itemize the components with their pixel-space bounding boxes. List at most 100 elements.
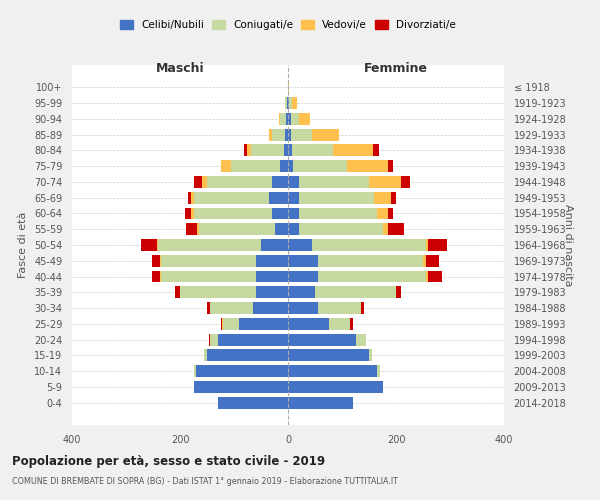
Bar bbox=[284, 144, 288, 156]
Bar bbox=[288, 192, 299, 203]
Bar bbox=[288, 286, 315, 298]
Bar bbox=[318, 270, 426, 282]
Bar bbox=[244, 144, 247, 156]
Bar bbox=[288, 334, 355, 345]
Bar bbox=[256, 286, 288, 298]
Bar bbox=[401, 176, 409, 188]
Bar bbox=[221, 318, 222, 330]
Bar bbox=[191, 208, 193, 220]
Bar bbox=[287, 97, 288, 109]
Bar bbox=[275, 224, 288, 235]
Bar bbox=[223, 318, 239, 330]
Bar bbox=[423, 255, 426, 266]
Bar bbox=[202, 176, 207, 188]
Bar bbox=[288, 82, 289, 93]
Bar bbox=[329, 318, 350, 330]
Bar bbox=[347, 160, 388, 172]
Bar bbox=[293, 160, 347, 172]
Bar bbox=[193, 192, 269, 203]
Bar bbox=[286, 113, 288, 124]
Bar bbox=[288, 397, 353, 408]
Bar bbox=[207, 302, 210, 314]
Bar bbox=[207, 176, 272, 188]
Bar bbox=[426, 270, 428, 282]
Bar bbox=[288, 113, 290, 124]
Bar bbox=[251, 144, 284, 156]
Bar bbox=[188, 192, 191, 203]
Bar bbox=[288, 239, 313, 251]
Bar bbox=[286, 97, 287, 109]
Bar bbox=[280, 160, 288, 172]
Bar bbox=[196, 366, 288, 377]
Bar bbox=[374, 192, 391, 203]
Bar bbox=[299, 224, 383, 235]
Bar bbox=[197, 224, 199, 235]
Bar bbox=[288, 160, 293, 172]
Bar bbox=[428, 270, 442, 282]
Bar bbox=[333, 144, 373, 156]
Bar bbox=[160, 255, 161, 266]
Bar bbox=[272, 176, 288, 188]
Bar bbox=[141, 239, 157, 251]
Bar bbox=[299, 192, 374, 203]
Bar bbox=[204, 350, 207, 362]
Bar bbox=[355, 334, 366, 345]
Bar bbox=[288, 255, 318, 266]
Bar bbox=[272, 128, 286, 140]
Bar bbox=[261, 239, 288, 251]
Bar bbox=[256, 270, 288, 282]
Bar bbox=[361, 302, 364, 314]
Text: Maschi: Maschi bbox=[155, 62, 205, 74]
Bar bbox=[175, 286, 180, 298]
Bar bbox=[288, 128, 290, 140]
Bar bbox=[299, 208, 377, 220]
Bar bbox=[269, 192, 288, 203]
Bar bbox=[280, 113, 286, 124]
Bar bbox=[191, 192, 193, 203]
Bar bbox=[193, 366, 196, 377]
Bar bbox=[221, 160, 232, 172]
Bar bbox=[369, 176, 401, 188]
Bar bbox=[292, 144, 333, 156]
Bar bbox=[288, 144, 292, 156]
Bar bbox=[218, 397, 288, 408]
Bar bbox=[388, 208, 394, 220]
Bar bbox=[288, 318, 329, 330]
Bar bbox=[288, 176, 299, 188]
Bar bbox=[207, 350, 288, 362]
Bar bbox=[199, 224, 275, 235]
Bar bbox=[377, 208, 388, 220]
Text: COMUNE DI BREMBATE DI SOPRA (BG) - Dati ISTAT 1° gennaio 2019 - Elaborazione TUT: COMUNE DI BREMBATE DI SOPRA (BG) - Dati … bbox=[12, 478, 398, 486]
Bar bbox=[210, 302, 253, 314]
Bar bbox=[288, 208, 299, 220]
Bar bbox=[210, 334, 218, 345]
Bar bbox=[288, 302, 318, 314]
Bar bbox=[253, 302, 288, 314]
Legend: Celibi/Nubili, Coniugati/e, Vedovi/e, Divorziati/e: Celibi/Nubili, Coniugati/e, Vedovi/e, Di… bbox=[116, 16, 460, 34]
Bar bbox=[157, 239, 158, 251]
Bar bbox=[161, 270, 256, 282]
Bar bbox=[160, 270, 161, 282]
Bar bbox=[369, 350, 372, 362]
Bar bbox=[315, 286, 396, 298]
Bar bbox=[288, 366, 377, 377]
Bar bbox=[256, 255, 288, 266]
Bar bbox=[313, 239, 426, 251]
Bar bbox=[396, 286, 401, 298]
Bar bbox=[318, 255, 423, 266]
Bar bbox=[218, 334, 288, 345]
Bar bbox=[288, 381, 383, 393]
Bar bbox=[426, 239, 428, 251]
Bar bbox=[313, 128, 340, 140]
Bar bbox=[290, 128, 313, 140]
Bar bbox=[152, 270, 160, 282]
Bar bbox=[269, 128, 272, 140]
Y-axis label: Fasce di età: Fasce di età bbox=[19, 212, 28, 278]
Bar bbox=[152, 255, 160, 266]
Bar bbox=[247, 144, 251, 156]
Text: Popolazione per età, sesso e stato civile - 2019: Popolazione per età, sesso e stato civil… bbox=[12, 455, 325, 468]
Bar bbox=[161, 255, 256, 266]
Bar bbox=[187, 224, 197, 235]
Bar bbox=[288, 224, 299, 235]
Bar bbox=[239, 318, 288, 330]
